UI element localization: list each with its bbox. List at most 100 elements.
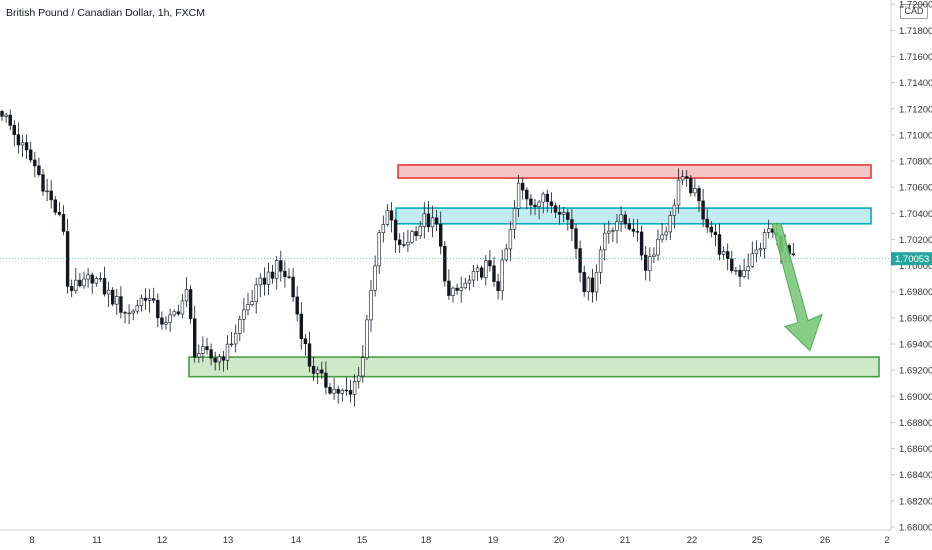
- candle-body: [725, 251, 730, 260]
- candle-body: [164, 322, 168, 325]
- candle-body: [102, 278, 107, 295]
- price-tick-label: 1.69400: [899, 340, 932, 351]
- candle-body: [74, 279, 78, 291]
- candle-body: [586, 277, 591, 292]
- candle-body: [135, 305, 139, 312]
- candle-body: [188, 289, 193, 320]
- price-tick-label: 1.68600: [899, 444, 932, 455]
- candle-body: [701, 200, 705, 220]
- candle-body: [328, 386, 332, 394]
- candle-body: [520, 182, 525, 191]
- candle-body: [496, 281, 500, 292]
- candle-body: [574, 228, 578, 249]
- price-tick-label: 1.72000: [899, 0, 932, 11]
- candle-body: [209, 349, 213, 359]
- candle-body: [500, 259, 504, 292]
- candle-body: [693, 188, 697, 194]
- time-tick-label: 19: [488, 535, 499, 546]
- candle-body: [447, 280, 451, 296]
- candle-body: [484, 260, 488, 278]
- price-tick-label: 1.71400: [899, 78, 932, 89]
- candle-body: [78, 279, 82, 287]
- candles-layer: [0, 109, 796, 407]
- candle-body: [525, 189, 529, 200]
- candle-body: [49, 190, 53, 201]
- last-price-label: 1.70053: [895, 254, 929, 265]
- price-tick-label: 1.70400: [899, 209, 932, 220]
- price-tick-label: 1.71200: [899, 104, 932, 115]
- candle-body: [467, 279, 472, 284]
- candle-body: [24, 142, 29, 151]
- time-tick-label: 8: [29, 535, 34, 546]
- candle-body: [643, 254, 648, 271]
- candle-body: [152, 298, 156, 301]
- candle-body: [664, 231, 668, 236]
- candle-body: [82, 278, 86, 287]
- candle-body: [61, 214, 66, 232]
- candle-body: [344, 389, 349, 392]
- candle-body: [619, 214, 623, 222]
- price-axis: 1.72000 1.71800 1.71600 1.71400 1.71200 1.710…: [891, 0, 932, 534]
- candle-body: [607, 230, 611, 234]
- candle-body: [426, 213, 431, 228]
- candle-body: [131, 310, 135, 314]
- candle-body: [143, 297, 148, 301]
- candle-body: [639, 231, 644, 256]
- candle-body: [475, 267, 480, 272]
- candle-body: [336, 388, 340, 394]
- candle-body: [414, 231, 418, 237]
- candle-body: [561, 212, 566, 215]
- candle-body: [410, 231, 414, 243]
- candle-body: [287, 276, 291, 278]
- candle-body: [758, 248, 763, 251]
- candle-body: [721, 251, 726, 255]
- candle-body: [320, 369, 324, 374]
- candle-body: [471, 271, 476, 281]
- candle-body: [791, 253, 796, 256]
- candle-body: [381, 224, 385, 233]
- candle-body: [553, 205, 558, 213]
- overlay-layer: 1.70053: [0, 223, 932, 352]
- price-tick-label: 1.68000: [899, 523, 932, 534]
- candle-body: [262, 277, 267, 285]
- price-tick-label: 1.68200: [899, 496, 932, 507]
- candle-body: [434, 217, 439, 225]
- time-tick-label: 25: [752, 535, 763, 546]
- time-tick-label: 11: [92, 535, 102, 546]
- currency-badge[interactable]: CAD: [900, 4, 928, 19]
- candle-body: [570, 219, 574, 229]
- candle-body: [443, 245, 447, 282]
- candle-body: [705, 218, 709, 228]
- time-tick-label: 12: [157, 535, 168, 546]
- candle-body: [418, 226, 422, 237]
- candle-body: [266, 271, 271, 285]
- candle-body: [53, 199, 58, 213]
- candle-body: [258, 277, 262, 286]
- candle-body: [315, 369, 320, 374]
- candle-body: [459, 287, 463, 291]
- price-tick-label: 1.71600: [899, 52, 932, 63]
- price-tick-label: 1.70200: [899, 235, 932, 246]
- candle-body: [397, 239, 402, 245]
- candle-body: [283, 270, 287, 278]
- candle-body: [221, 356, 226, 361]
- candle-body: [45, 190, 49, 193]
- candle-body: [16, 134, 21, 146]
- candle-body: [274, 260, 279, 279]
- candle-body: [217, 356, 221, 363]
- candle-body: [738, 270, 742, 277]
- candle-body: [377, 232, 381, 267]
- candle-body: [86, 274, 90, 280]
- candle-body: [238, 319, 242, 334]
- candle-body: [422, 213, 426, 227]
- candle-body: [106, 289, 111, 295]
- candle-body: [566, 212, 570, 220]
- candle-body: [578, 248, 582, 273]
- candle-body: [139, 297, 144, 306]
- price-tick-label: 1.71800: [899, 26, 932, 37]
- candle-body: [479, 267, 484, 278]
- candle-body: [684, 176, 689, 179]
- price-tick-label: 1.69200: [899, 366, 932, 377]
